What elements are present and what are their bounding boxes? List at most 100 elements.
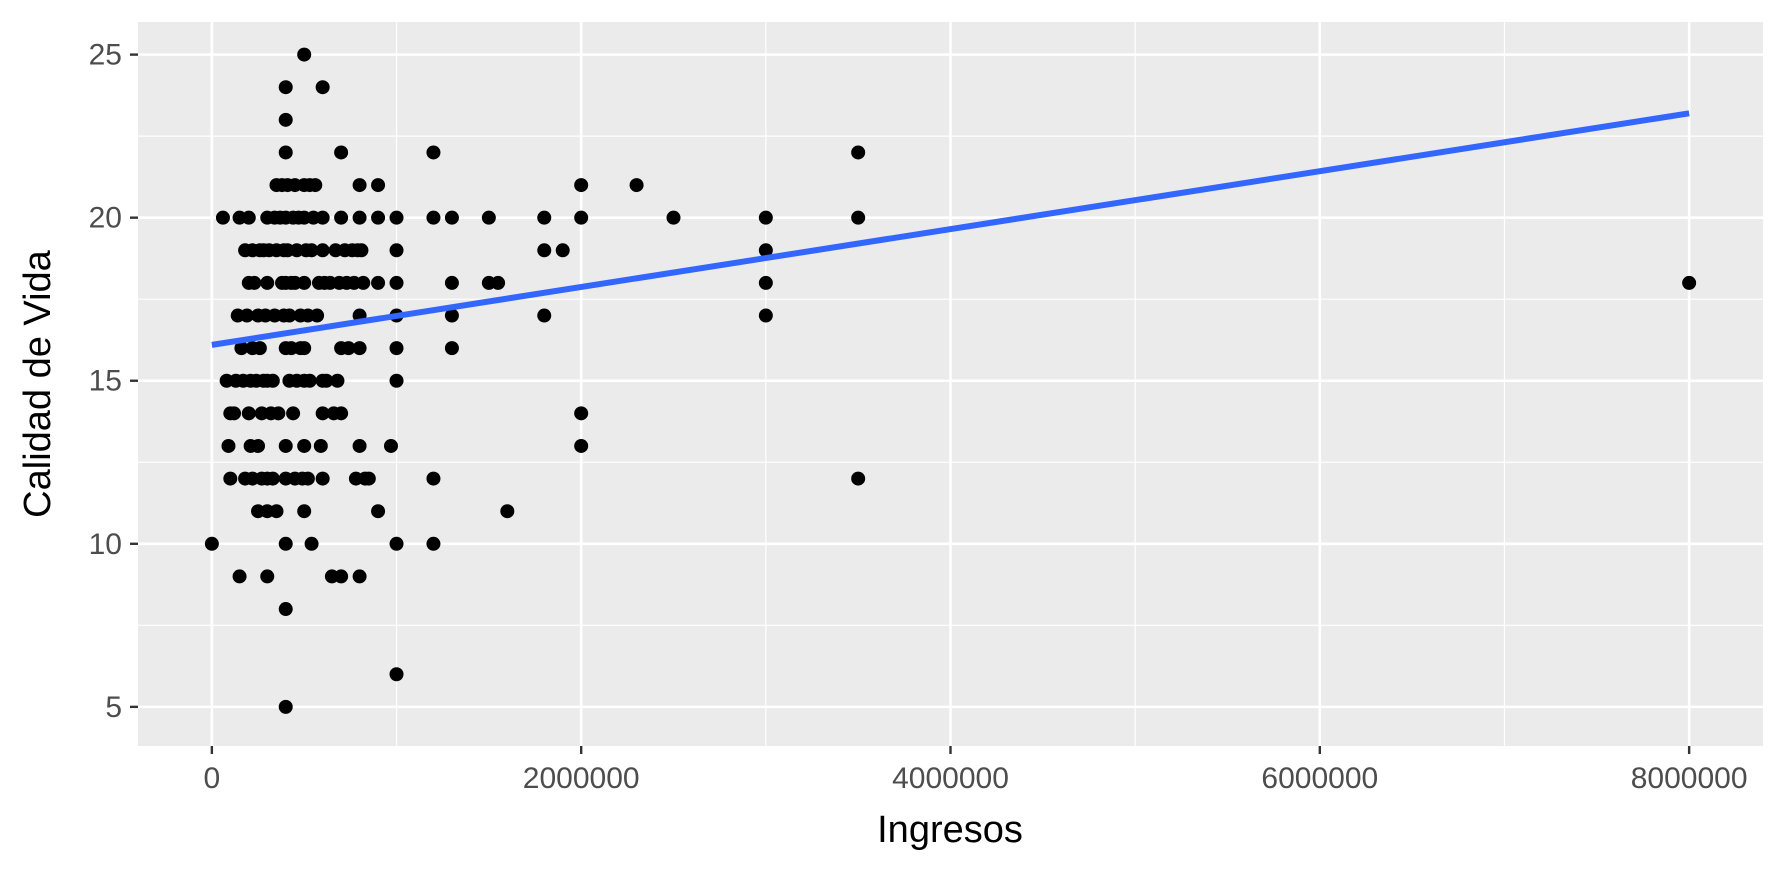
y-tick-label: 5 [105,691,122,724]
y-tick-label: 15 [89,365,122,398]
data-point [271,406,286,421]
data-point [308,178,323,193]
x-tick-label: 4000000 [892,762,1009,795]
data-point [537,243,552,258]
data-point [444,275,459,290]
data-point [758,275,773,290]
data-point [302,373,317,388]
data-point [426,536,441,551]
fit-line-group [211,110,1690,348]
data-point [389,210,404,225]
data-point [227,406,242,421]
data-point [537,210,552,225]
data-point [371,275,386,290]
data-point [851,145,866,160]
data-point [315,243,330,258]
data-point [251,438,266,453]
data-point [444,210,459,225]
data-point [265,471,280,486]
data-point [758,308,773,323]
data-point [666,210,681,225]
data-point [444,308,459,323]
data-point [334,210,349,225]
data-point [426,471,441,486]
data-point [313,438,328,453]
y-axis: 5 10 15 20 25 [89,39,138,724]
data-point [389,341,404,356]
data-point [352,210,367,225]
x-tick-label: 8000000 [1631,762,1748,795]
data-point [426,145,441,160]
data-point [389,667,404,682]
major-grid [138,22,1763,746]
data-point [221,438,236,453]
data-point [315,406,330,421]
data-point [204,536,219,551]
data-point [319,373,334,388]
data-point [297,438,312,453]
x-tick-label: 2000000 [523,762,640,795]
data-point [278,536,293,551]
data-point [758,243,773,258]
data-point [297,47,312,62]
data-point [215,210,230,225]
data-point [371,504,386,519]
x-tick-label: 6000000 [1261,762,1378,795]
data-point [481,210,496,225]
data-point [491,275,506,290]
data-point [444,341,459,356]
data-point [310,308,325,323]
data-point [278,80,293,95]
data-point [223,471,238,486]
y-tick-label: 10 [89,528,122,561]
data-points [204,47,1697,714]
data-point [537,308,552,323]
data-point [758,210,773,225]
data-point [389,373,404,388]
data-point [352,569,367,584]
x-axis: 0 2000000 4000000 6000000 8000000 [204,746,1748,795]
data-point [315,210,330,225]
data-point [334,569,349,584]
data-point [269,504,284,519]
data-point [574,178,589,193]
data-point [315,471,330,486]
data-point [278,438,293,453]
data-point [232,569,247,584]
y-tick-label: 25 [89,39,122,72]
x-axis-title: Ingresos [877,809,1023,851]
data-point [555,243,570,258]
data-point [500,504,515,519]
data-point [239,308,254,323]
data-point [574,438,589,453]
data-point [297,275,312,290]
data-point [1682,275,1697,290]
data-point [241,210,256,225]
data-point [241,406,256,421]
data-point [300,471,315,486]
data-point [851,471,866,486]
data-point [574,210,589,225]
data-point [278,602,293,617]
data-point [352,438,367,453]
data-point [361,471,376,486]
data-point [629,178,644,193]
data-point [383,438,398,453]
data-point [297,341,312,356]
data-point [260,275,275,290]
data-point [252,341,267,356]
data-point [354,243,369,258]
data-point [278,112,293,127]
data-point [282,308,297,323]
data-point [297,504,312,519]
data-point [260,569,275,584]
data-point [389,243,404,258]
data-point [371,210,386,225]
data-point [352,341,367,356]
data-point [234,341,249,356]
data-point [286,406,301,421]
data-point [389,275,404,290]
data-point [574,406,589,421]
data-point [304,243,319,258]
